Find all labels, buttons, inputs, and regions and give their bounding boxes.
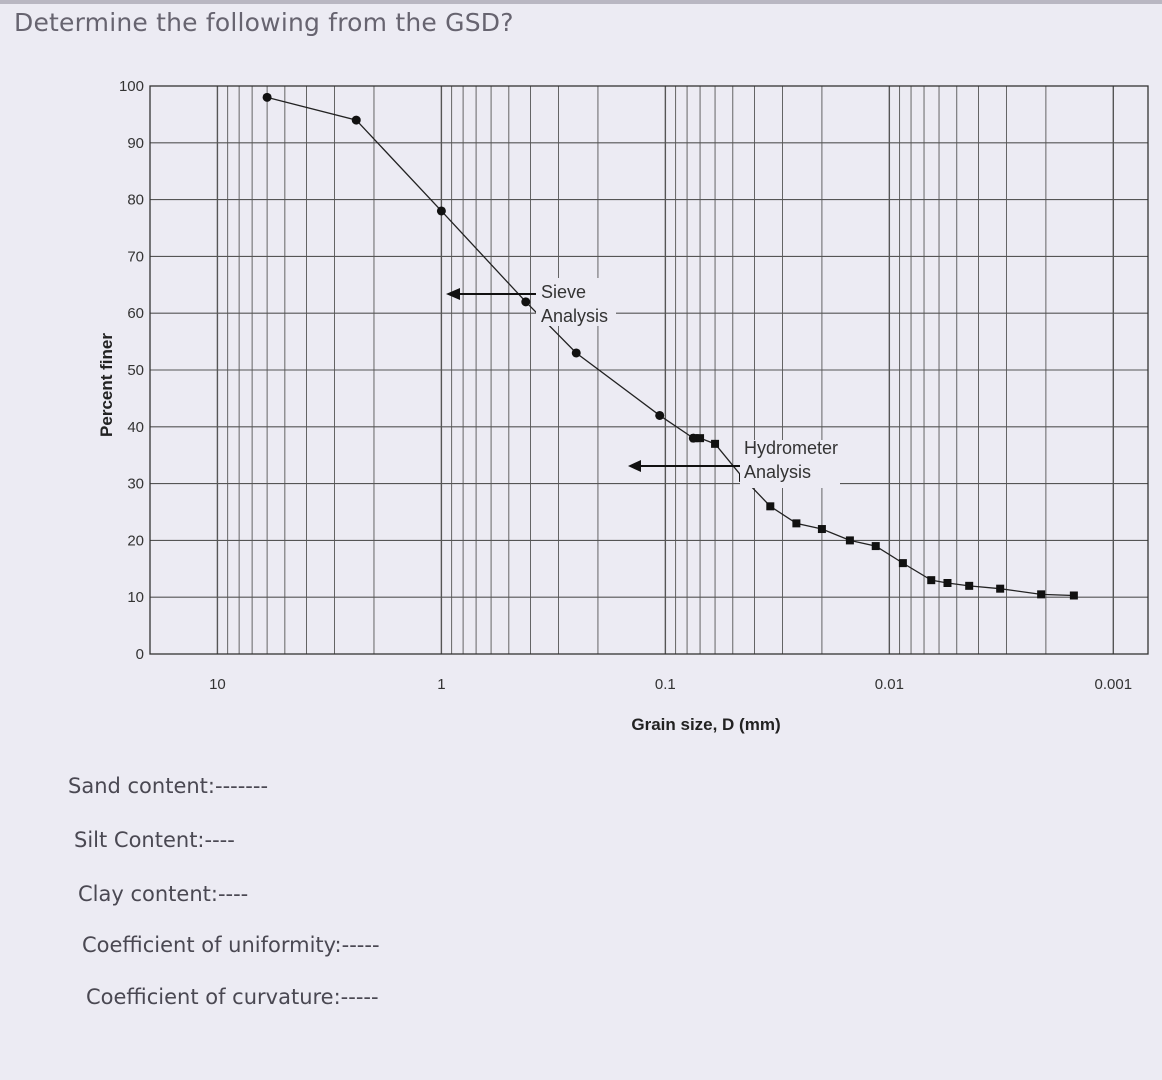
sieve-data-point (436, 206, 446, 216)
y-tick-labels: 0 10 20 30 40 50 60 70 80 90 100 (119, 78, 144, 663)
hydrometer-data-point (871, 542, 880, 551)
x-tick-label: 0.001 (1095, 676, 1133, 693)
sieve-arrowhead (446, 288, 460, 300)
top-border (0, 0, 1162, 4)
clay-content-question: Clay content:---- (78, 882, 249, 906)
y-tick-label: 70 (127, 248, 144, 265)
hydrometer-data-point (696, 434, 705, 443)
sieve-label-2: Analysis (541, 306, 608, 326)
sieve-data-point (521, 297, 531, 307)
x-tick-label: 0.01 (875, 676, 904, 693)
hydrometer-label: Hydrometer (744, 438, 838, 458)
uniformity-question: Coefficient of uniformity:----- (82, 933, 380, 957)
y-tick-label: 60 (127, 305, 144, 322)
y-tick-label: 100 (119, 78, 144, 95)
sieve-label: Sieve (541, 282, 586, 302)
chart-grid (149, 85, 1149, 655)
hydrometer-data-point (845, 536, 854, 545)
curvature-question: Coefficient of curvature:----- (86, 985, 379, 1009)
plot-frame (149, 85, 1149, 655)
hydrometer-data-point (1069, 591, 1078, 600)
gsd-curve-line (266, 96, 1074, 597)
hydrometer-arrowhead (628, 460, 641, 472)
y-tick-label: 30 (127, 476, 144, 493)
x-tick-label: 0.1 (655, 676, 676, 693)
y-tick-label: 40 (127, 419, 144, 436)
gsd-curve (266, 96, 1074, 597)
y-tick-label: 10 (127, 589, 144, 606)
x-axis-title: Grain size, D (mm) (631, 715, 780, 734)
hydrometer-data-point (927, 576, 936, 585)
hydrometer-data-point (766, 502, 775, 511)
y-tick-label: 50 (127, 362, 144, 379)
hydrometer-data-point (690, 434, 699, 443)
sieve-data-point (262, 92, 272, 102)
data-points (262, 92, 1078, 600)
sieve-data-point (571, 348, 581, 358)
hydrometer-data-point (943, 579, 952, 587)
x-tick-labels: 10 1 0.1 0.01 0.001 (209, 676, 1132, 693)
y-tick-label: 0 (136, 646, 144, 663)
x-tick-label: 1 (437, 676, 445, 693)
x-tick-label: 10 (209, 676, 226, 693)
sieve-data-point (351, 115, 361, 125)
y-tick-label: 80 (127, 192, 144, 209)
sieve-data-point (655, 410, 665, 420)
hydrometer-data-point (965, 581, 974, 590)
hydrometer-label-2: Analysis (744, 462, 811, 482)
hydrometer-data-point (817, 525, 826, 534)
sand-content-question: Sand content:------- (68, 774, 269, 798)
question-heading: Determine the following from the GSD? (14, 8, 514, 37)
y-tick-label: 20 (127, 532, 144, 549)
silt-content-question: Silt Content:---- (74, 828, 235, 852)
hydrometer-data-point (996, 584, 1005, 593)
hydrometer-data-point (711, 439, 720, 448)
hydrometer-data-point (898, 559, 907, 568)
y-tick-label: 90 (127, 135, 144, 152)
annotations: Sieve Analysis Hydrometer Analysis (446, 278, 840, 488)
y-axis-title: Percent finer (97, 333, 116, 437)
hydrometer-data-point (1037, 590, 1046, 599)
hydrometer-data-point (792, 519, 801, 528)
